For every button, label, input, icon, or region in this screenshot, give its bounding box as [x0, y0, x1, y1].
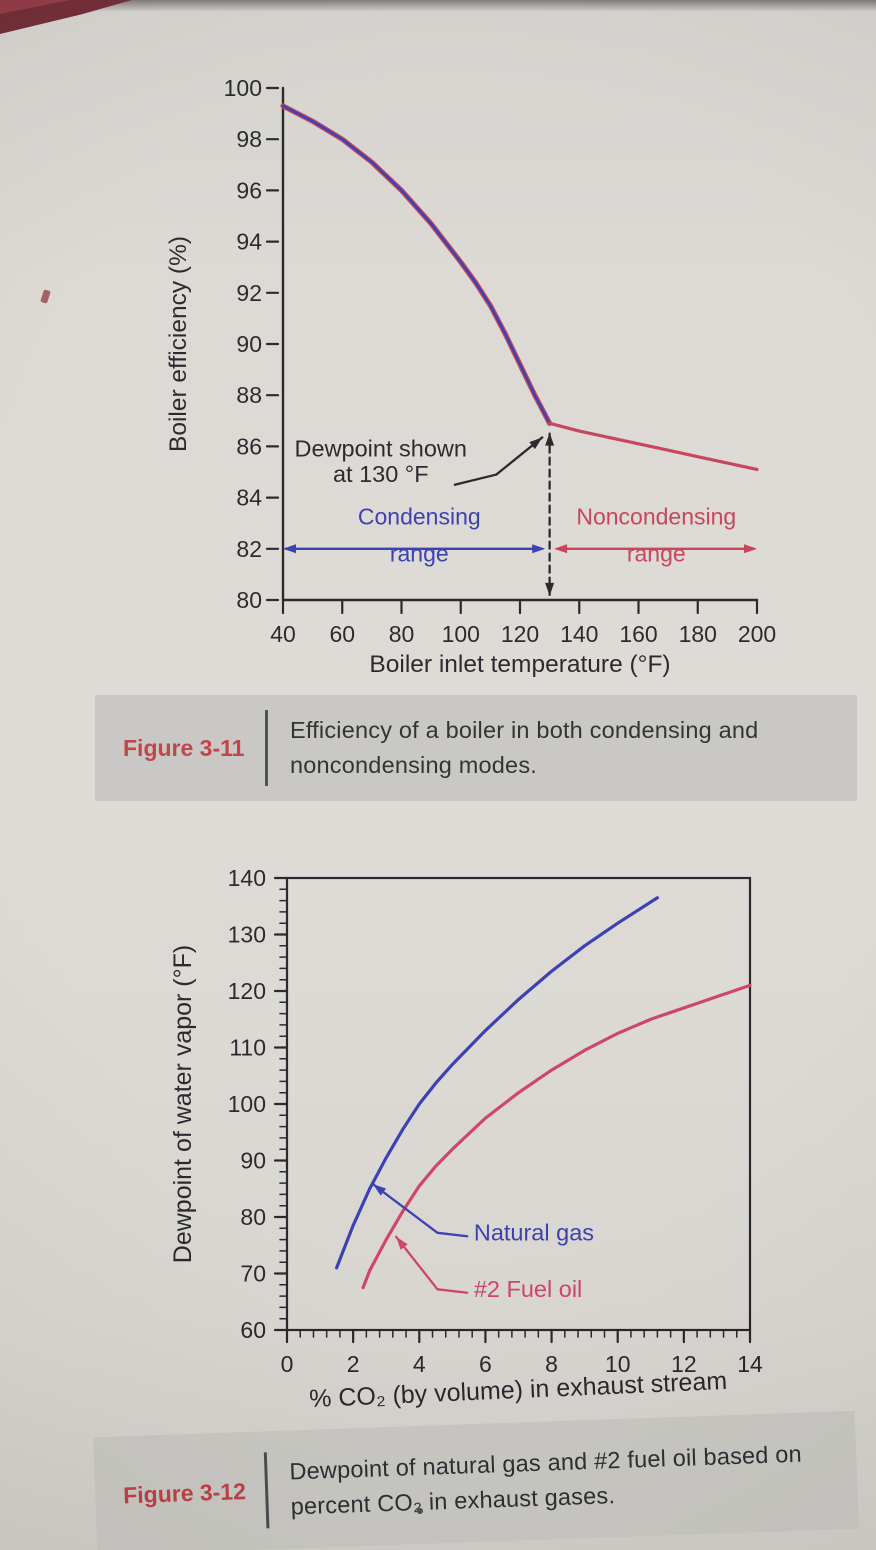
figure-3-12-label: Figure 3-12	[122, 1477, 247, 1508]
svg-text:0: 0	[281, 1351, 294, 1377]
svg-text:140: 140	[228, 865, 266, 891]
svg-text:60: 60	[329, 621, 355, 647]
svg-text:110: 110	[229, 1035, 266, 1061]
svg-text:96: 96	[236, 177, 262, 203]
svg-text:120: 120	[501, 621, 539, 647]
svg-text:100: 100	[228, 1091, 266, 1117]
svg-text:100: 100	[224, 75, 262, 101]
svg-text:140: 140	[560, 621, 598, 647]
svg-text:Boiler inlet temperature (°F): Boiler inlet temperature (°F)	[369, 651, 670, 678]
svg-text:120: 120	[228, 978, 266, 1004]
svg-text:94: 94	[236, 229, 262, 255]
stray-red-mark	[40, 289, 51, 304]
figure-3-12-chart-block: 60 70 80 90 100 110 120 130 140 0 2 4 6 8 10 12 14 % CO₂ …	[90, 845, 790, 1420]
svg-text:8: 8	[545, 1351, 558, 1377]
svg-text:82: 82	[236, 536, 262, 562]
svg-text:12: 12	[671, 1351, 697, 1377]
svg-text:2: 2	[347, 1351, 360, 1377]
svg-text:160: 160	[619, 621, 657, 647]
figure-3-11-chart-block: 80 82 84 86 88 90 92 94 96 98 100 40 60 80 100 120 140 16…	[90, 58, 790, 693]
boiler-efficiency-chart: 80 82 84 86 88 90 92 94 96 98 100 40 60 80 100 120 140 16…	[165, 75, 776, 678]
svg-text:#2 Fuel oil: #2 Fuel oil	[474, 1276, 582, 1302]
svg-text:Natural gas: Natural gas	[474, 1220, 594, 1246]
svg-text:4: 4	[413, 1351, 426, 1377]
svg-text:60: 60	[240, 1317, 266, 1343]
svg-text:92: 92	[236, 280, 262, 306]
caption-divider	[265, 710, 268, 786]
svg-text:Boiler efficiency (%): Boiler efficiency (%)	[165, 236, 192, 452]
svg-text:Dewpoint of water vapor (°F): Dewpoint of water vapor (°F)	[169, 945, 197, 1263]
svg-text:at 130 °F: at 130 °F	[333, 461, 429, 487]
page-top-shadow	[0, 0, 876, 12]
series--2-fuel-oil	[361, 983, 752, 1290]
svg-text:90: 90	[240, 1148, 266, 1174]
svg-text:100: 100	[442, 621, 480, 647]
svg-text:84: 84	[236, 485, 262, 511]
svg-text:98: 98	[236, 126, 262, 152]
figure-3-11-caption: Figure 3-11 Efficiency of a boiler in bo…	[95, 695, 857, 801]
figure-3-12-caption-text: Dewpoint of natural gas and #2 fuel oil …	[289, 1440, 803, 1520]
figure-3-12-caption: Figure 3-12 Dewpoint of natural gas and …	[93, 1410, 859, 1550]
svg-text:180: 180	[679, 621, 717, 647]
svg-text:40: 40	[270, 621, 296, 647]
svg-text:88: 88	[236, 382, 262, 408]
stray-ink-dot	[417, 1508, 423, 1514]
svg-text:200: 200	[738, 621, 776, 647]
figure-3-11-caption-text: Efficiency of a boiler in both condensin…	[290, 716, 759, 778]
svg-text:80: 80	[240, 1204, 266, 1230]
svg-text:14: 14	[737, 1351, 763, 1377]
svg-text:80: 80	[389, 621, 415, 647]
series-natural-gas	[335, 896, 660, 1270]
caption-divider	[263, 1452, 270, 1529]
svg-text:% CO₂ (by volume) in exhaust s: % CO₂ (by volume) in exhaust stream	[309, 1367, 728, 1413]
svg-text:range: range	[390, 541, 449, 567]
svg-text:130: 130	[228, 922, 266, 948]
svg-text:6: 6	[479, 1351, 492, 1377]
svg-text:86: 86	[236, 433, 262, 459]
svg-text:Condensing: Condensing	[358, 503, 481, 529]
svg-text:70: 70	[240, 1261, 266, 1287]
svg-text:range: range	[627, 541, 686, 567]
figure-3-11-label: Figure 3-11	[123, 734, 245, 761]
svg-text:90: 90	[236, 331, 262, 357]
dewpoint-chart: 60 70 80 90 100 110 120 130 140 0 2 4 6 8 10 12 14 % CO₂ …	[169, 865, 763, 1413]
series-condensing-mode	[281, 104, 551, 425]
svg-text:10: 10	[605, 1351, 631, 1377]
svg-text:80: 80	[236, 587, 262, 613]
series-noncondensing-mode	[548, 421, 759, 472]
svg-text:Noncondensing: Noncondensing	[576, 503, 736, 529]
svg-text:Dewpoint shown: Dewpoint shown	[295, 436, 467, 462]
